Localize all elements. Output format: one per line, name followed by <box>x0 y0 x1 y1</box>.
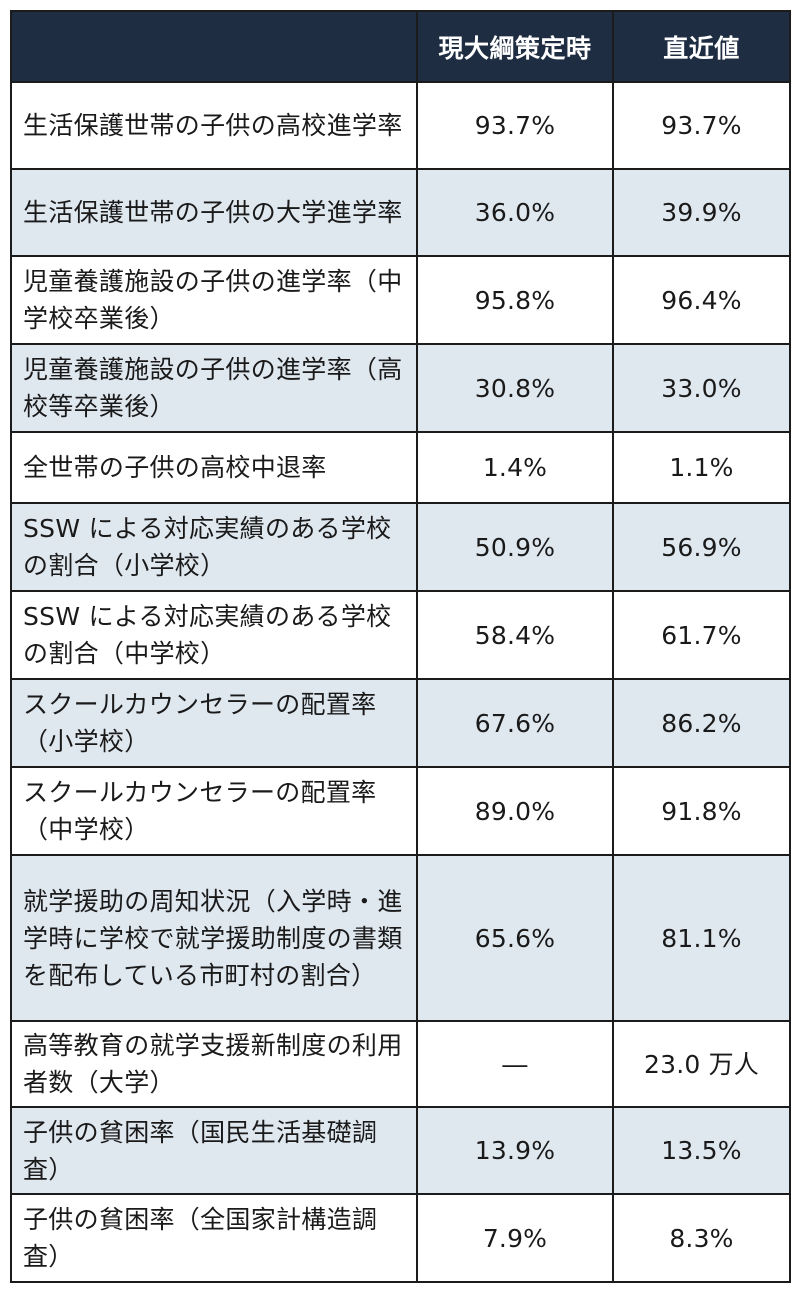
row-current-outline-value: 1.4% <box>416 431 614 504</box>
row-label: SSW による対応実績のある学校の割合（中学校） <box>10 590 418 680</box>
row-current-outline-value: 58.4% <box>416 590 614 680</box>
row-label: 全世帯の子供の高校中退率 <box>10 431 418 504</box>
row-latest-value: 33.0% <box>612 343 791 433</box>
row-current-outline-value: 30.8% <box>416 343 614 433</box>
row-current-outline-value: 95.8% <box>416 255 614 345</box>
table-row: SSW による対応実績のある学校の割合（小学校） 50.9% 56.9% <box>10 502 791 592</box>
table-row: 生活保護世帯の子供の大学進学率 36.0% 39.9% <box>10 168 791 257</box>
row-latest-value: 81.1% <box>612 854 791 1022</box>
table-row: 全世帯の子供の高校中退率 1.4% 1.1% <box>10 431 791 504</box>
table-row: 児童養護施設の子供の進学率（中学校卒業後） 95.8% 96.4% <box>10 255 791 345</box>
table-row: 就学援助の周知状況（入学時・進学時に学校で就学援助制度の書類を配布している市町村… <box>10 854 791 1022</box>
row-latest-value: 61.7% <box>612 590 791 680</box>
row-latest-value: 13.5% <box>612 1106 791 1195</box>
table-row: 子供の貧困率（国民生活基礎調査） 13.9% 13.5% <box>10 1106 791 1195</box>
row-label: 子供の貧困率（全国家計構造調査） <box>10 1193 418 1283</box>
row-latest-value: 93.7% <box>612 81 791 170</box>
row-current-outline-value: 93.7% <box>416 81 614 170</box>
table-row: 子供の貧困率（全国家計構造調査） 7.9% 8.3% <box>10 1193 791 1283</box>
header-label-cell <box>10 10 418 83</box>
row-latest-value: 23.0 万人 <box>612 1020 791 1108</box>
row-latest-value: 39.9% <box>612 168 791 257</box>
row-latest-value: 86.2% <box>612 678 791 768</box>
row-label: 子供の貧困率（国民生活基礎調査） <box>10 1106 418 1195</box>
row-label: 高等教育の就学支援新制度の利用者数（大学） <box>10 1020 418 1108</box>
row-latest-value: 1.1% <box>612 431 791 504</box>
table-row: 高等教育の就学支援新制度の利用者数（大学） ― 23.0 万人 <box>10 1020 791 1108</box>
row-latest-value: 91.8% <box>612 766 791 856</box>
table-header: 現大綱策定時 直近値 <box>10 10 791 83</box>
row-label: 生活保護世帯の子供の大学進学率 <box>10 168 418 257</box>
table-row: 児童養護施設の子供の進学率（高校等卒業後） 30.8% 33.0% <box>10 343 791 433</box>
header-row: 現大綱策定時 直近値 <box>10 10 791 83</box>
header-current-outline: 現大綱策定時 <box>416 10 614 83</box>
row-current-outline-value: 7.9% <box>416 1193 614 1283</box>
row-current-outline-value: 36.0% <box>416 168 614 257</box>
row-current-outline-value: 65.6% <box>416 854 614 1022</box>
row-label: スクールカウンセラーの配置率（中学校） <box>10 766 418 856</box>
table-body: 生活保護世帯の子供の高校進学率 93.7% 93.7% 生活保護世帯の子供の大学… <box>10 81 791 1283</box>
row-latest-value: 8.3% <box>612 1193 791 1283</box>
table-row: スクールカウンセラーの配置率（小学校） 67.6% 86.2% <box>10 678 791 768</box>
row-current-outline-value: ― <box>416 1020 614 1108</box>
row-latest-value: 96.4% <box>612 255 791 345</box>
row-current-outline-value: 13.9% <box>416 1106 614 1195</box>
table-row: 生活保護世帯の子供の高校進学率 93.7% 93.7% <box>10 81 791 170</box>
row-label: 生活保護世帯の子供の高校進学率 <box>10 81 418 170</box>
row-label: スクールカウンセラーの配置率（小学校） <box>10 678 418 768</box>
row-label: 児童養護施設の子供の進学率（中学校卒業後） <box>10 255 418 345</box>
row-current-outline-value: 50.9% <box>416 502 614 592</box>
row-label: 就学援助の周知状況（入学時・進学時に学校で就学援助制度の書類を配布している市町村… <box>10 854 418 1022</box>
row-label: SSW による対応実績のある学校の割合（小学校） <box>10 502 418 592</box>
statistics-table: 現大綱策定時 直近値 生活保護世帯の子供の高校進学率 93.7% 93.7% 生… <box>10 10 791 1283</box>
row-latest-value: 56.9% <box>612 502 791 592</box>
table-row: スクールカウンセラーの配置率（中学校） 89.0% 91.8% <box>10 766 791 856</box>
row-label: 児童養護施設の子供の進学率（高校等卒業後） <box>10 343 418 433</box>
header-latest: 直近値 <box>612 10 791 83</box>
row-current-outline-value: 67.6% <box>416 678 614 768</box>
table-row: SSW による対応実績のある学校の割合（中学校） 58.4% 61.7% <box>10 590 791 680</box>
row-current-outline-value: 89.0% <box>416 766 614 856</box>
